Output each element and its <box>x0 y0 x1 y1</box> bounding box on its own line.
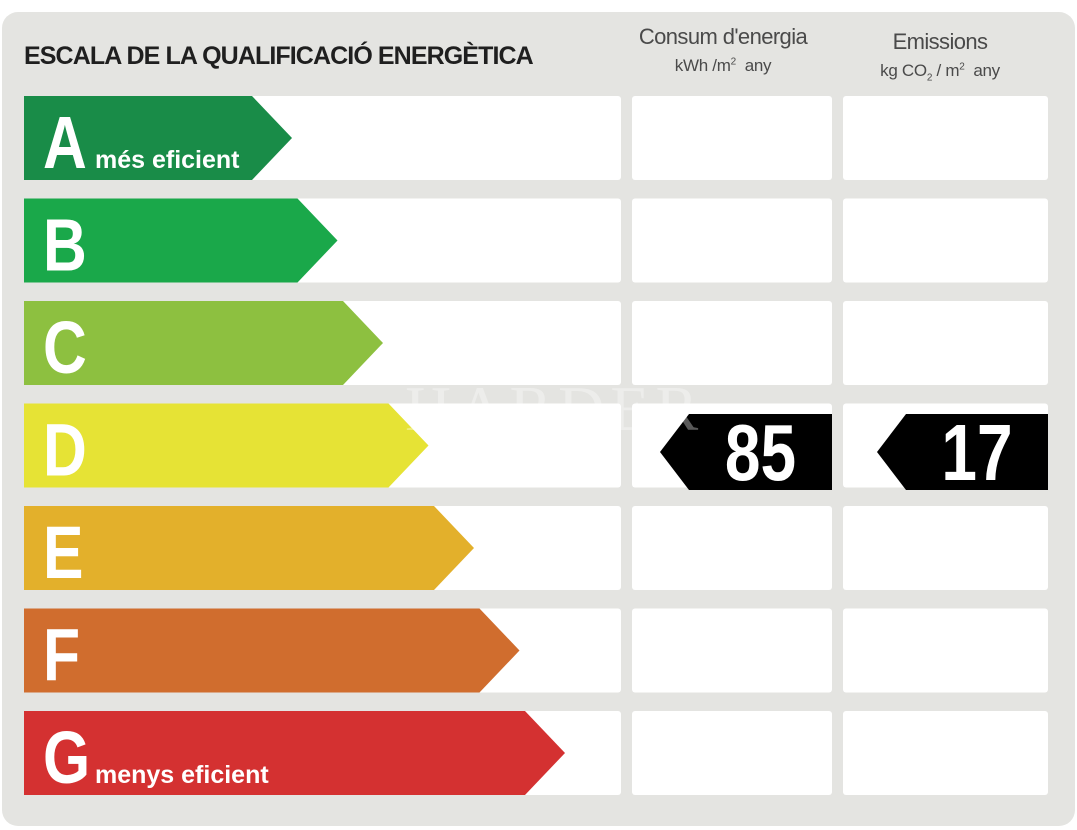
energy-cell <box>632 506 832 590</box>
emissions-value: 17 <box>941 408 1012 497</box>
energy-column-unit: kWh /m2 any <box>674 56 772 75</box>
band-g-note: menys eficient <box>95 761 269 789</box>
band-a-note: més eficient <box>95 146 240 174</box>
energy-column-label: Consum d'energia <box>638 24 808 49</box>
emissions-cell <box>843 198 1048 283</box>
band-b-letter: B <box>43 205 87 287</box>
emissions-marker <box>877 414 1048 490</box>
emissions-column-header: Emissions kg CO2 / m2 any <box>845 29 1035 83</box>
emissions-cell <box>843 506 1048 590</box>
band-f-letter: F <box>43 615 80 697</box>
energy-cell <box>632 608 832 693</box>
band-c-letter: C <box>43 307 87 389</box>
band-a-arrow <box>24 96 292 180</box>
energy-cell <box>632 96 832 180</box>
band-d-arrow <box>24 403 429 488</box>
emissions-column-label: Emissions <box>892 29 988 54</box>
energy-cell <box>632 711 832 795</box>
band-g-arrow <box>24 711 565 795</box>
band-e-letter: E <box>43 512 83 594</box>
band-a-letter: A <box>43 102 87 184</box>
energy-cell <box>632 301 832 385</box>
band-d-letter: D <box>43 410 87 492</box>
band-e-arrow <box>24 506 474 590</box>
energy-value: 85 <box>725 408 796 497</box>
band-c-arrow <box>24 301 383 385</box>
emissions-column-unit: kg CO2 / m2 any <box>880 61 1000 84</box>
band-g-letter: G <box>43 717 90 799</box>
emissions-cell <box>843 608 1048 693</box>
energy-marker <box>660 414 832 490</box>
energy-cell <box>632 198 832 283</box>
emissions-cell <box>843 711 1048 795</box>
emissions-cell <box>843 301 1048 385</box>
emissions-cell <box>843 96 1048 180</box>
page-title: ESCALA DE LA QUALIFICACIÓ ENERGÈTICA <box>24 42 534 70</box>
band-f-arrow <box>24 608 520 693</box>
energy-column-header: Consum d'energia kWh /m2 any <box>630 24 816 76</box>
band-b-arrow <box>24 198 338 283</box>
